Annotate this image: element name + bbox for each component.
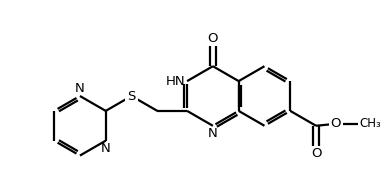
Text: O: O bbox=[311, 147, 321, 160]
Text: N: N bbox=[101, 142, 111, 155]
Text: S: S bbox=[127, 89, 136, 103]
Text: O: O bbox=[208, 32, 218, 45]
Text: N: N bbox=[75, 82, 85, 95]
Text: CH₃: CH₃ bbox=[360, 117, 381, 130]
Text: HN: HN bbox=[165, 75, 185, 88]
Text: N: N bbox=[208, 127, 218, 140]
Text: O: O bbox=[331, 117, 341, 130]
